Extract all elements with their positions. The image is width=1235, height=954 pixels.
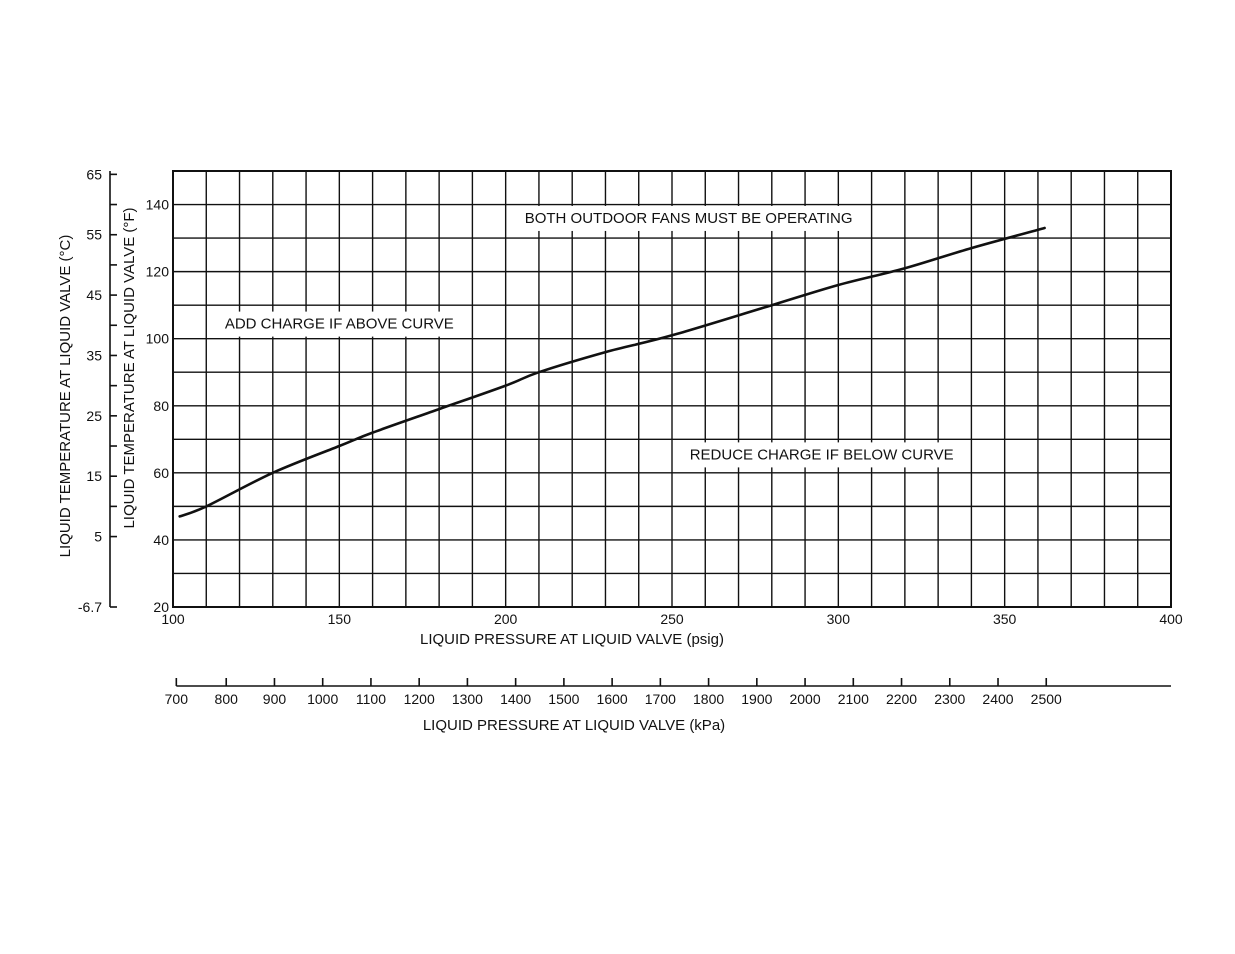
- y-tick-label: 80: [153, 398, 169, 414]
- celsius-tick-label: 15: [86, 468, 102, 484]
- grid: [173, 171, 1171, 607]
- kpa-tick-label: 1000: [307, 691, 338, 707]
- kpa-tick-label: 1900: [741, 691, 772, 707]
- celsius-tick-label: 55: [86, 227, 102, 243]
- kpa-axis-title: LIQUID PRESSURE AT LIQUID VALVE (kPa): [423, 717, 725, 734]
- kpa-tick-label: 2500: [1031, 691, 1062, 707]
- kpa-tick-label: 2300: [934, 691, 965, 707]
- celsius-axis: 65 55 45 35 25 15 5 -6.7: [78, 166, 117, 615]
- kpa-tick-label: 1400: [500, 691, 531, 707]
- annotation-box: [679, 442, 964, 468]
- kpa-tick-label: 1500: [548, 691, 579, 707]
- plot-frame: [172, 170, 1172, 608]
- kpa-tick-label: 2200: [886, 691, 917, 707]
- celsius-tick-label: 5: [94, 529, 102, 545]
- y-tick-label: 100: [146, 331, 170, 347]
- kpa-tick-label: 1700: [645, 691, 676, 707]
- celsius-tick-label: 45: [86, 287, 102, 303]
- x-tick-label: 200: [494, 611, 518, 627]
- annotation-label: ADD CHARGE IF ABOVE CURVE: [225, 316, 454, 333]
- x-tick-label: 300: [827, 611, 851, 627]
- kpa-tick-label: 800: [215, 691, 239, 707]
- kpa-tick-label: 900: [263, 691, 287, 707]
- y-tick-label: 40: [153, 532, 169, 548]
- kpa-tick-label: 2100: [838, 691, 869, 707]
- kpa-tick-label: 1100: [356, 691, 386, 707]
- kpa-tick-label: 1300: [452, 691, 483, 707]
- y-tick-label: 20: [153, 599, 169, 615]
- kpa-tick-label: 700: [165, 691, 189, 707]
- celsius-tick-label: -6.7: [78, 599, 102, 615]
- x-tick-label: 150: [328, 611, 352, 627]
- annotation-box: [514, 205, 863, 231]
- x-tick-label: 250: [660, 611, 684, 627]
- annotation-box: [214, 311, 464, 337]
- annotation-label: REDUCE CHARGE IF BELOW CURVE: [690, 446, 954, 463]
- x-tick-label: 400: [1159, 611, 1183, 627]
- kpa-tick-label: 1600: [597, 691, 628, 707]
- x-tick-label: 350: [993, 611, 1017, 627]
- kpa-tick-label: 1800: [693, 691, 724, 707]
- annotation-label: BOTH OUTDOOR FANS MUST BE OPERATING: [525, 210, 853, 227]
- x-axis-title: LIQUID PRESSURE AT LIQUID VALVE (psig): [420, 631, 724, 648]
- fahrenheit-axis-title: LIQUID TEMPERATURE AT LIQUID VALVE (°F): [121, 207, 138, 528]
- celsius-tick-label: 25: [86, 408, 102, 424]
- x-tick-label: 100: [161, 611, 185, 627]
- y-tick-label: 60: [153, 465, 169, 481]
- kpa-tick-label: 2000: [789, 691, 820, 707]
- y-tick-label: 140: [146, 197, 170, 213]
- kpa-tick-label: 1200: [404, 691, 435, 707]
- celsius-tick-label: 35: [86, 347, 102, 363]
- kpa-axis: 700 800 900 1000 1100 1200 1300 1400 1500 1600 170…: [165, 678, 1171, 707]
- celsius-tick-label: 65: [86, 166, 102, 182]
- celsius-axis-title: LIQUID TEMPERATURE AT LIQUID VALVE (°C): [57, 235, 74, 558]
- psig-axis: 100 150 200 250 300 350 400: [161, 611, 1183, 627]
- annotations: BOTH OUTDOOR FANS MUST BE OPERATING ADD C…: [214, 205, 964, 468]
- y-tick-label: 120: [146, 264, 170, 280]
- fahrenheit-axis: 20 40 60 80 100 120 140: [146, 197, 170, 615]
- kpa-tick-label: 2400: [982, 691, 1013, 707]
- charging-curve: [178, 226, 1046, 518]
